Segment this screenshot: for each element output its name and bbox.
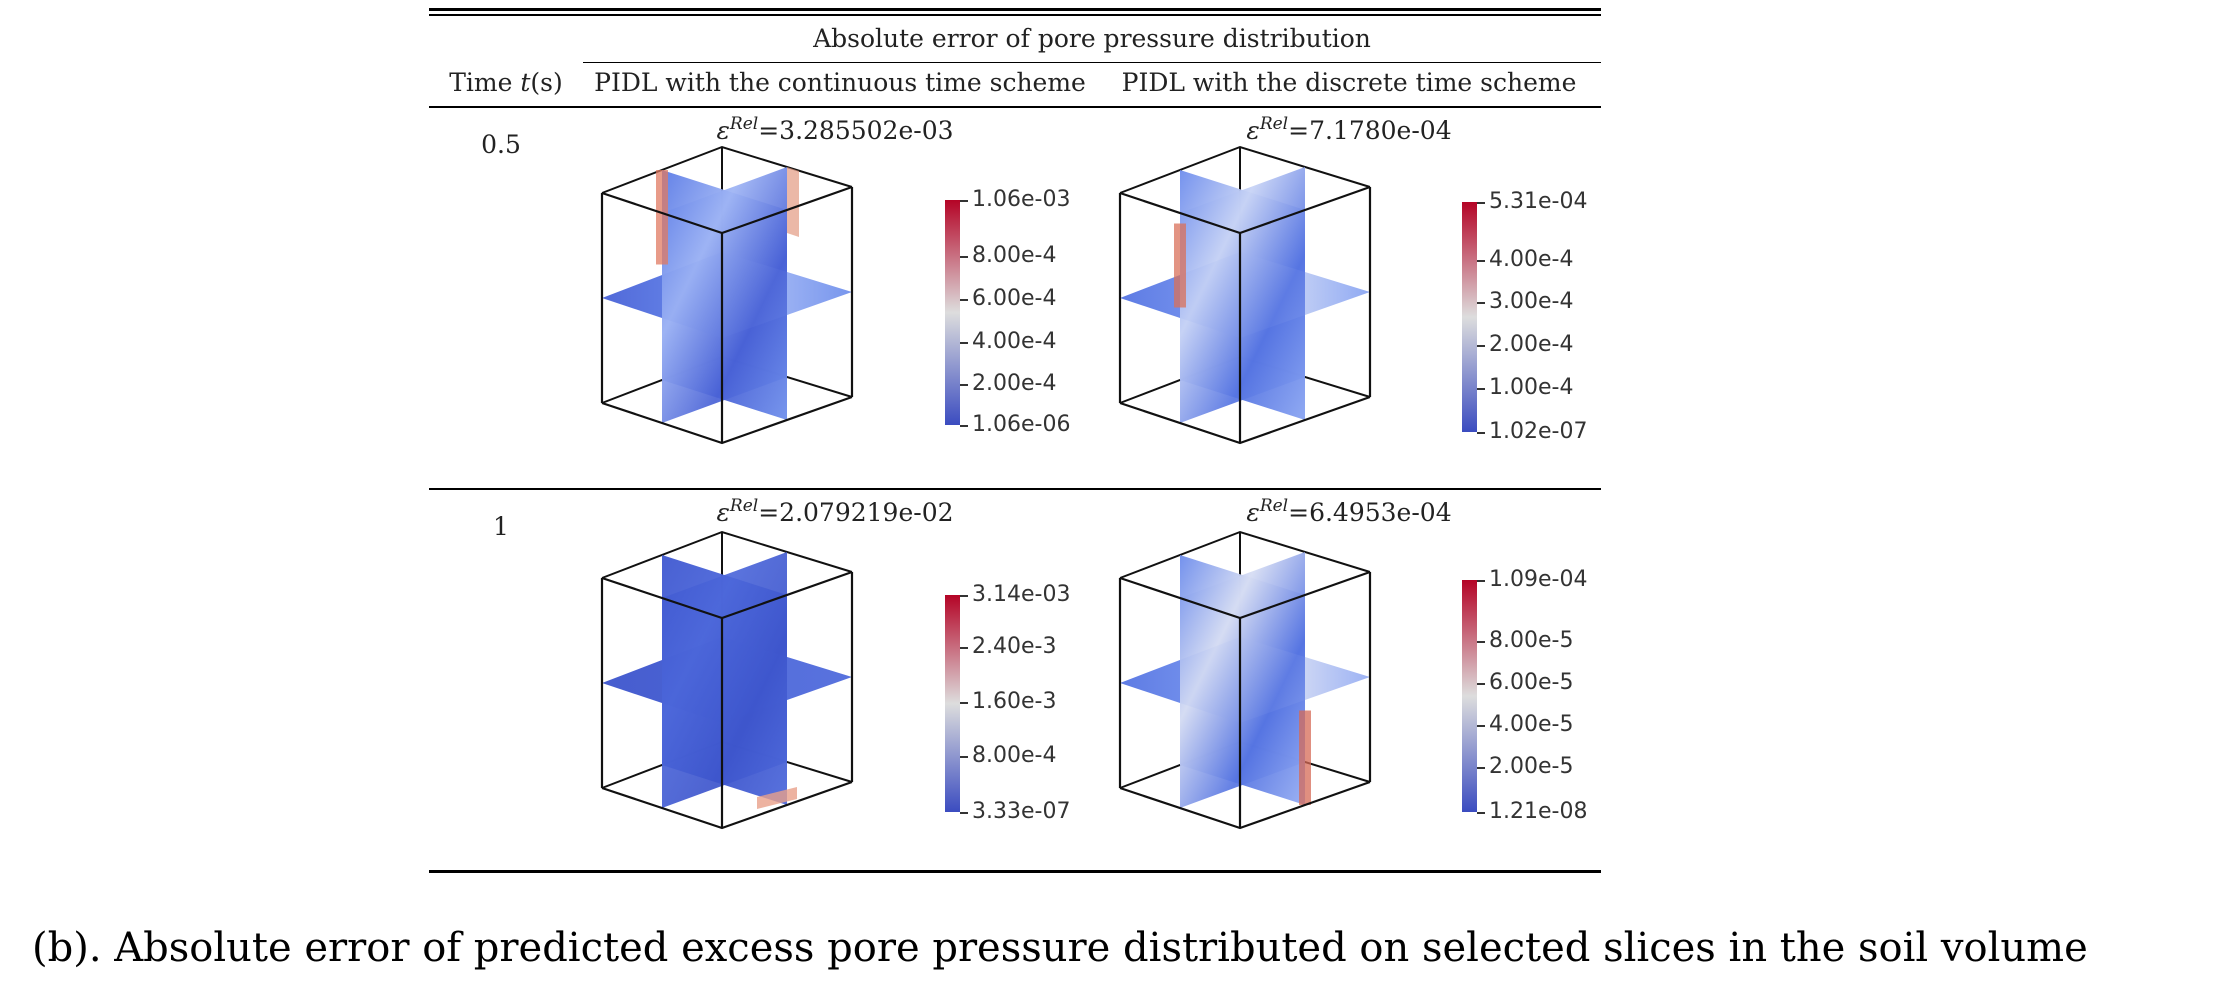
colorbar-tick-label: 8.00e-4 bbox=[972, 243, 1057, 268]
colorbar-tick-label: 2.00e-4 bbox=[1489, 332, 1574, 357]
colorbar-tick-label: 5.31e-04 bbox=[1489, 189, 1588, 214]
colorbar-tick-label: 4.00e-5 bbox=[1489, 712, 1574, 737]
continuous-scheme-header: PIDL with the continuous time scheme bbox=[594, 68, 1086, 97]
colorbar-tick bbox=[960, 812, 968, 814]
time-column-header: Time t(s) bbox=[429, 68, 583, 97]
colorbar-tick bbox=[1477, 388, 1485, 390]
colorbar-tick-label: 6.00e-5 bbox=[1489, 670, 1574, 695]
colorbar-tick bbox=[1477, 202, 1485, 204]
slice-cube-1-continuous bbox=[600, 530, 854, 830]
row-time-0: 0.5 bbox=[481, 130, 521, 159]
colorbar-tick-label: 1.60e-3 bbox=[972, 689, 1057, 714]
colorbar-tick bbox=[960, 595, 968, 597]
table-top-rule-2 bbox=[429, 14, 1601, 16]
time-header-word: Time bbox=[449, 68, 521, 97]
cube-front-edges bbox=[600, 570, 854, 830]
eps-label-r0-discrete: εRel=7.1780e-04 bbox=[1246, 114, 1452, 145]
colorbar-tick-label: 8.00e-5 bbox=[1489, 628, 1574, 653]
colorbar-tick bbox=[1477, 302, 1485, 304]
colorbar-tick bbox=[1477, 345, 1485, 347]
colorbar-tick bbox=[960, 299, 968, 301]
table-top-rule-1 bbox=[429, 8, 1601, 11]
colorbar-1-continuous bbox=[945, 595, 960, 812]
colorbar-tick bbox=[1477, 641, 1485, 643]
colorbar-tick-label: 6.00e-4 bbox=[972, 286, 1057, 311]
colorbar-tick bbox=[960, 342, 968, 344]
eps-label-r1-discrete: εRel=6.4953e-04 bbox=[1246, 496, 1452, 527]
colorbar-tick-label: 1.06e-06 bbox=[972, 412, 1071, 437]
pressure-slices bbox=[602, 552, 852, 809]
eps-label-r1-continuous: εRel=2.079219e-02 bbox=[716, 496, 954, 527]
colorbar-0-continuous bbox=[945, 200, 960, 425]
colorbar-tick-label: 1.21e-08 bbox=[1489, 799, 1588, 824]
colorbar-0-discrete bbox=[1462, 202, 1477, 432]
slice-cube-1-discrete bbox=[1118, 530, 1372, 830]
header-bottom-rule bbox=[429, 106, 1601, 108]
colorbar-tick bbox=[1477, 580, 1485, 582]
pressure-slices bbox=[1120, 552, 1370, 808]
group-header: Absolute error of pore pressure distribu… bbox=[813, 24, 1371, 53]
colorbar-tick bbox=[1477, 767, 1485, 769]
slice-cube-0-continuous bbox=[600, 145, 854, 445]
colorbar-tick bbox=[1477, 432, 1485, 434]
time-header-var: t bbox=[520, 68, 531, 97]
colorbar-tick bbox=[960, 425, 968, 427]
colorbar-tick bbox=[960, 256, 968, 258]
pressure-slices bbox=[602, 167, 852, 423]
pressure-slices bbox=[1120, 167, 1370, 423]
table-bottom-rule bbox=[429, 870, 1601, 873]
cube-front-edges bbox=[600, 185, 854, 445]
colorbar-tick bbox=[1477, 812, 1485, 814]
colorbar-tick-label: 8.00e-4 bbox=[972, 743, 1057, 768]
colorbar-tick-label: 4.00e-4 bbox=[1489, 247, 1574, 272]
colorbar-tick bbox=[960, 647, 968, 649]
colorbar-tick-label: 3.14e-03 bbox=[972, 582, 1071, 607]
colorbar-tick-label: 1.09e-04 bbox=[1489, 567, 1588, 592]
colorbar-tick bbox=[960, 384, 968, 386]
row-time-1: 1 bbox=[493, 512, 509, 541]
colorbar-tick-label: 1.06e-03 bbox=[972, 187, 1071, 212]
colorbar-tick-label: 1.00e-4 bbox=[1489, 375, 1574, 400]
colorbar-tick-label: 3.33e-07 bbox=[972, 799, 1071, 824]
colorbar-tick bbox=[960, 200, 968, 202]
colorbar-tick-label: 2.40e-3 bbox=[972, 634, 1057, 659]
cube-front-edges bbox=[1118, 185, 1372, 445]
colorbar-tick-label: 1.02e-07 bbox=[1489, 419, 1588, 444]
eps-label-r0-continuous: εRel=3.285502e-03 bbox=[716, 114, 954, 145]
colorbar-1-discrete bbox=[1462, 580, 1477, 812]
colorbar-tick-label: 2.00e-5 bbox=[1489, 754, 1574, 779]
figure-caption: (b). Absolute error of predicted excess … bbox=[32, 925, 2088, 971]
cube-front-edges bbox=[1118, 570, 1372, 830]
colorbar-tick bbox=[1477, 683, 1485, 685]
slice-cube-0-discrete bbox=[1118, 145, 1372, 445]
colorbar-tick-label: 3.00e-4 bbox=[1489, 289, 1574, 314]
colorbar-tick-label: 4.00e-4 bbox=[972, 329, 1057, 354]
colorbar-tick-label: 2.00e-4 bbox=[972, 371, 1057, 396]
colorbar-tick bbox=[960, 756, 968, 758]
discrete-scheme-header: PIDL with the discrete time scheme bbox=[1121, 68, 1577, 97]
colorbar-tick bbox=[960, 702, 968, 704]
time-header-unit: (s) bbox=[530, 68, 563, 97]
row-separator-rule bbox=[429, 488, 1601, 490]
group-header-rule bbox=[583, 62, 1601, 63]
colorbar-tick bbox=[1477, 725, 1485, 727]
colorbar-tick bbox=[1477, 260, 1485, 262]
